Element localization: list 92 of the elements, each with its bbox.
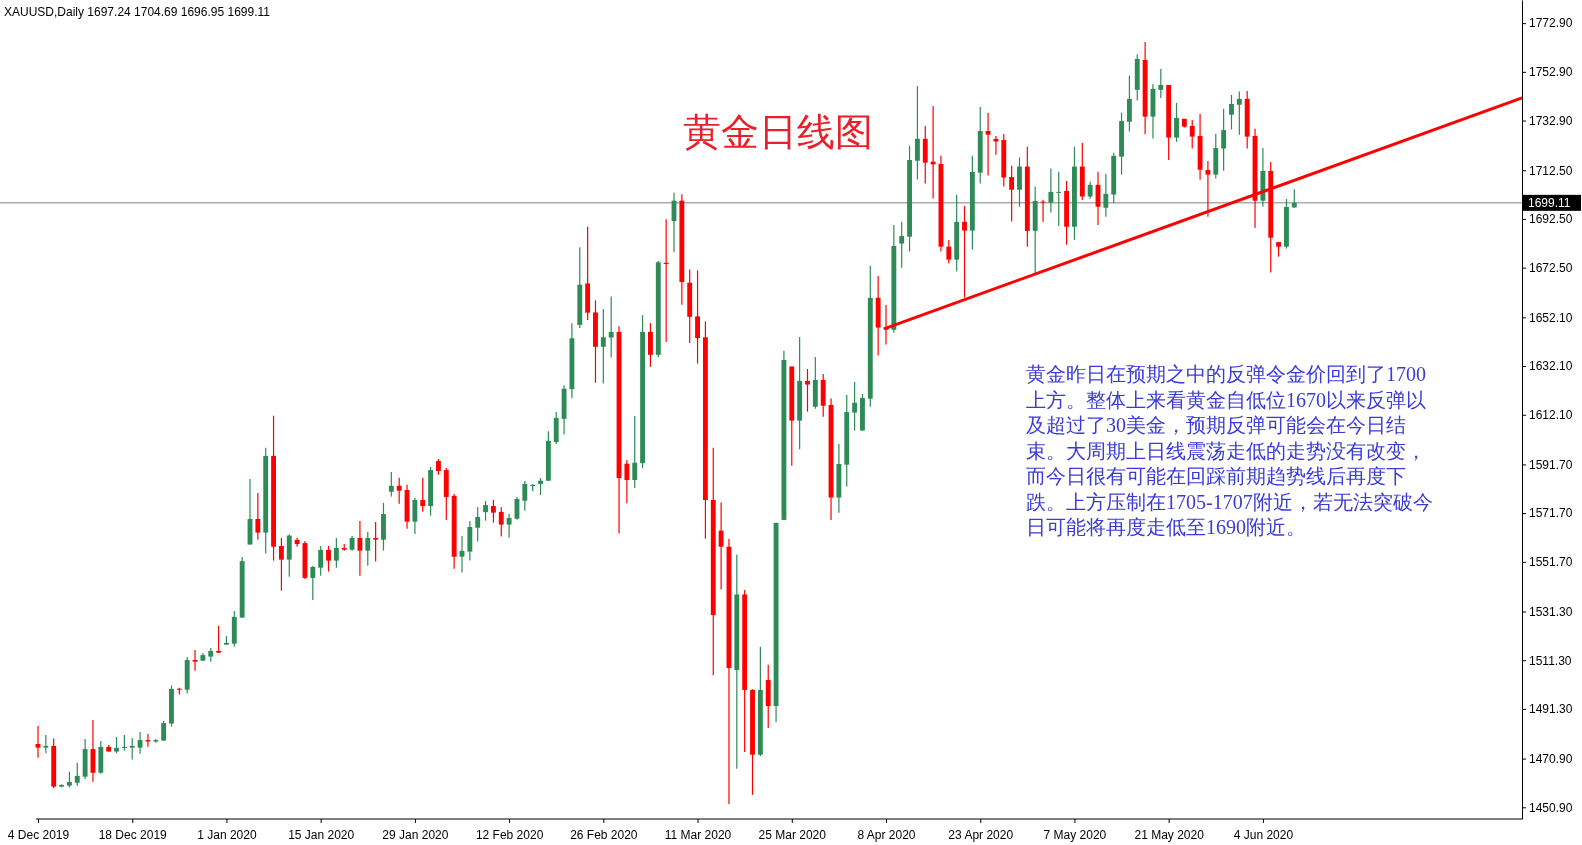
candlestick (914, 85, 920, 181)
y-tick-label: 1632.10 (1529, 359, 1573, 374)
candlestick (1189, 119, 1195, 150)
candlestick (475, 506, 481, 543)
candlestick (255, 492, 261, 541)
x-tick-label: 4 Dec 2019 (7, 828, 70, 843)
candlestick (852, 381, 858, 432)
y-tick-label: 1571.70 (1529, 506, 1573, 521)
annotation: 黄金日线图 (683, 111, 873, 153)
y-tick-label: 1511.30 (1529, 653, 1572, 668)
candlestick (412, 497, 418, 535)
candlestick (1056, 171, 1062, 227)
y-tick-label: 1712.50 (1529, 163, 1573, 178)
candlestick (396, 477, 402, 505)
candlestick (1048, 167, 1054, 214)
candlestick (1103, 173, 1109, 218)
x-tick-label: 11 Mar 2020 (664, 828, 732, 843)
x-tick-label: 25 Mar 2020 (758, 828, 827, 843)
candlestick (365, 531, 371, 567)
candlestick (1229, 94, 1234, 131)
y-tick-label: 1692.50 (1529, 212, 1573, 227)
candlestick (1174, 102, 1179, 143)
candlestick (373, 521, 379, 563)
y-tick-label: 1672.50 (1529, 260, 1573, 275)
candlestick (1205, 160, 1211, 218)
y-tick-label: 1652.10 (1529, 310, 1573, 325)
x-tick-label: 7 May 2020 (1043, 828, 1107, 843)
candlestick (278, 537, 284, 592)
candlestick (805, 368, 810, 413)
x-tick-label: 1 Jan 2020 (197, 828, 257, 843)
x-tick-label: 18 Dec 2019 (98, 828, 168, 843)
candlestick (608, 295, 614, 359)
y-tick-label: 1591.70 (1529, 457, 1573, 472)
candlestick (216, 625, 222, 654)
candlestick (624, 459, 630, 504)
y-tick-label: 1531.30 (1529, 604, 1573, 619)
y-tick-label: 1470.90 (1529, 751, 1573, 766)
annotation: 黄金昨日在预期之中的反弹令金价回到了1700上方。整体上来看黄金自低位1670以来反弹以及超过了30美金，预期反弹可能会在今日结束。大周期上日线震荡走低的走势没有改变，而今日很有可能在回踩前期趋势线后再度下跌。上方压制在1705-1707附近，若无法突破今日可能将再度走低至1690附近。 (1026, 362, 1434, 540)
candlestick (1236, 90, 1242, 136)
candlestick (962, 205, 967, 299)
candlestick (695, 269, 700, 365)
candlestick (985, 112, 991, 177)
candlestick (420, 477, 426, 513)
y-tick-label: 1612.10 (1529, 408, 1573, 423)
candlestick (388, 471, 394, 498)
candlestick (294, 537, 300, 548)
candlestick (326, 545, 331, 573)
x-tick-label: 29 Jan 2020 (382, 828, 449, 843)
candlestick (1126, 74, 1132, 133)
chart-title: XAUUSD,Daily 1697.24 1704.69 1696.95 1699.11 (4, 5, 271, 19)
candlestick (137, 731, 143, 755)
candlestick (490, 499, 496, 524)
x-tick-label: 4 Jun 2020 (1233, 828, 1294, 843)
candlestick (946, 239, 952, 265)
candlestick (1158, 68, 1164, 99)
x-tick-label: 21 May 2020 (1134, 828, 1205, 843)
candlestick (129, 737, 135, 761)
candlestick (483, 500, 488, 522)
candlestick (333, 537, 339, 569)
candlestick (161, 720, 167, 742)
candlestick (648, 322, 653, 368)
ref-line-label: 1699.11 (1528, 195, 1571, 210)
candlestick (922, 125, 928, 185)
candlestick (899, 221, 905, 269)
x-tick-label: 26 Feb 2020 (570, 828, 638, 843)
candlestick (522, 480, 528, 512)
y-tick-label: 1551.70 (1529, 555, 1573, 570)
candlestick (145, 733, 151, 748)
x-tick-label: 23 Apr 2020 (948, 828, 1014, 843)
candlestick (192, 649, 198, 672)
x-tick-label: 12 Feb 2020 (475, 828, 544, 843)
candlestick (632, 415, 638, 489)
candlestick (506, 513, 512, 539)
candlestick (498, 506, 504, 538)
candlestick (718, 501, 724, 591)
x-tick-label: 8 Apr 2020 (857, 828, 916, 843)
candlestick (318, 545, 324, 577)
candlestick (600, 308, 606, 385)
candlestick (74, 762, 80, 787)
candlestick (310, 565, 316, 601)
y-tick-label: 1491.30 (1529, 702, 1573, 717)
candlestick (357, 520, 363, 577)
y-tick-label: 1732.90 (1529, 113, 1573, 128)
x-tick-label: 15 Jan 2020 (288, 828, 355, 843)
candlestick (1291, 188, 1297, 209)
candlestick (43, 734, 49, 754)
candlestick (1221, 108, 1227, 172)
candlestick (1017, 156, 1022, 208)
y-tick-label: 1752.90 (1529, 65, 1573, 80)
y-tick-label: 1772.90 (1529, 16, 1573, 31)
candlestick (1009, 165, 1015, 223)
y-tick-label: 1450.90 (1529, 800, 1573, 815)
